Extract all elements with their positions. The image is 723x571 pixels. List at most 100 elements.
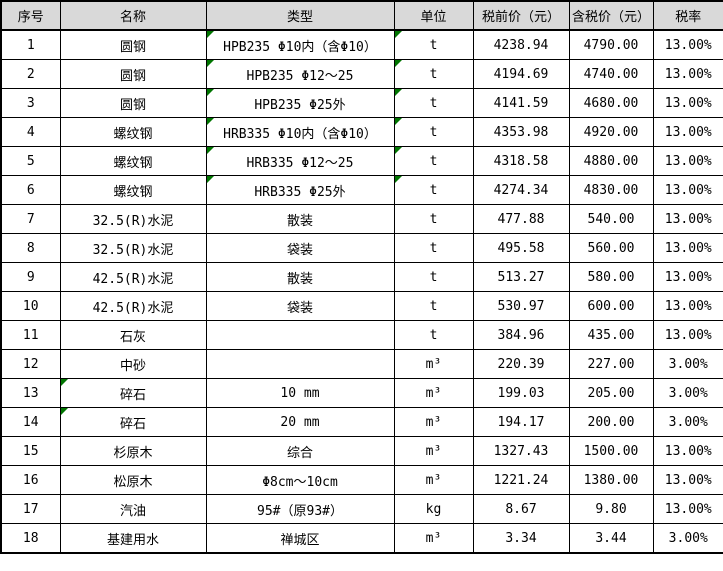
cell-withtax[interactable]: 200.00	[568, 407, 654, 437]
cell-rate[interactable]: 13.00%	[652, 465, 723, 495]
cell-withtax[interactable]: 540.00	[568, 204, 654, 234]
cell-withtax[interactable]: 580.00	[568, 262, 654, 292]
cell-name[interactable]: 螺纹钢	[59, 117, 207, 147]
cell-type[interactable]	[205, 349, 395, 379]
cell-unit[interactable]: t	[393, 204, 474, 234]
cell-pretax[interactable]: 8.67	[472, 494, 570, 524]
cell-unit[interactable]: t	[393, 233, 474, 263]
column-header-withtax[interactable]: 含税价（元）	[568, 0, 654, 31]
cell-no[interactable]: 3	[0, 88, 61, 118]
cell-no[interactable]: 8	[0, 233, 61, 263]
cell-no[interactable]: 16	[0, 465, 61, 495]
cell-unit[interactable]: t	[393, 262, 474, 292]
cell-name[interactable]: 42.5(R)水泥	[59, 262, 207, 292]
cell-rate[interactable]: 13.00%	[652, 291, 723, 321]
cell-pretax[interactable]: 384.96	[472, 320, 570, 350]
cell-pretax[interactable]: 4353.98	[472, 117, 570, 147]
cell-no[interactable]: 9	[0, 262, 61, 292]
cell-unit[interactable]: t	[393, 175, 474, 205]
cell-type[interactable]: HPB235 Φ10内（含Φ10）	[205, 29, 395, 60]
cell-type[interactable]: Φ8cm～10cm	[205, 465, 395, 495]
cell-rate[interactable]: 3.00%	[652, 378, 723, 408]
cell-pretax[interactable]: 199.03	[472, 378, 570, 408]
cell-withtax[interactable]: 4830.00	[568, 175, 654, 205]
column-header-unit[interactable]: 单位	[393, 0, 474, 31]
cell-rate[interactable]: 13.00%	[652, 59, 723, 89]
cell-rate[interactable]: 13.00%	[652, 146, 723, 176]
cell-rate[interactable]: 13.00%	[652, 204, 723, 234]
cell-rate[interactable]: 13.00%	[652, 175, 723, 205]
cell-rate[interactable]: 3.00%	[652, 407, 723, 437]
cell-rate[interactable]: 13.00%	[652, 88, 723, 118]
cell-no[interactable]: 14	[0, 407, 61, 437]
cell-type[interactable]: HRB335 Φ25外	[205, 175, 395, 205]
cell-withtax[interactable]: 205.00	[568, 378, 654, 408]
column-header-pretax[interactable]: 税前价（元）	[472, 0, 570, 31]
cell-name[interactable]: 汽油	[59, 494, 207, 524]
cell-withtax[interactable]: 1380.00	[568, 465, 654, 495]
cell-withtax[interactable]: 435.00	[568, 320, 654, 350]
cell-type[interactable]: HPB235 Φ25外	[205, 88, 395, 118]
cell-name[interactable]: 圆钢	[59, 29, 207, 60]
cell-name[interactable]: 碎石	[59, 378, 207, 408]
cell-pretax[interactable]: 4274.34	[472, 175, 570, 205]
cell-pretax[interactable]: 1327.43	[472, 436, 570, 466]
cell-withtax[interactable]: 4680.00	[568, 88, 654, 118]
cell-unit[interactable]: m³	[393, 378, 474, 408]
cell-withtax[interactable]: 4740.00	[568, 59, 654, 89]
cell-withtax[interactable]: 227.00	[568, 349, 654, 379]
cell-withtax[interactable]: 3.44	[568, 523, 654, 554]
cell-pretax[interactable]: 495.58	[472, 233, 570, 263]
cell-no[interactable]: 5	[0, 146, 61, 176]
cell-rate[interactable]: 13.00%	[652, 436, 723, 466]
cell-type[interactable]: 20 mm	[205, 407, 395, 437]
cell-pretax[interactable]: 3.34	[472, 523, 570, 554]
cell-type[interactable]: 95#（原93#）	[205, 494, 395, 524]
cell-unit[interactable]: m³	[393, 436, 474, 466]
cell-name[interactable]: 32.5(R)水泥	[59, 233, 207, 263]
cell-no[interactable]: 1	[0, 29, 61, 60]
cell-no[interactable]: 2	[0, 59, 61, 89]
cell-pretax[interactable]: 4318.58	[472, 146, 570, 176]
cell-unit[interactable]: m³	[393, 407, 474, 437]
cell-no[interactable]: 10	[0, 291, 61, 321]
cell-unit[interactable]: t	[393, 59, 474, 89]
cell-withtax[interactable]: 1500.00	[568, 436, 654, 466]
cell-unit[interactable]: t	[393, 291, 474, 321]
cell-unit[interactable]: m³	[393, 349, 474, 379]
cell-withtax[interactable]: 9.80	[568, 494, 654, 524]
cell-withtax[interactable]: 600.00	[568, 291, 654, 321]
cell-type[interactable]: 综合	[205, 436, 395, 466]
cell-withtax[interactable]: 4790.00	[568, 29, 654, 60]
cell-pretax[interactable]: 1221.24	[472, 465, 570, 495]
cell-pretax[interactable]: 4238.94	[472, 29, 570, 60]
column-header-name[interactable]: 名称	[59, 0, 207, 31]
cell-pretax[interactable]: 4194.69	[472, 59, 570, 89]
cell-unit[interactable]: t	[393, 88, 474, 118]
cell-no[interactable]: 7	[0, 204, 61, 234]
cell-pretax[interactable]: 220.39	[472, 349, 570, 379]
cell-type[interactable]: 袋装	[205, 291, 395, 321]
cell-pretax[interactable]: 4141.59	[472, 88, 570, 118]
cell-name[interactable]: 圆钢	[59, 88, 207, 118]
cell-no[interactable]: 17	[0, 494, 61, 524]
cell-name[interactable]: 32.5(R)水泥	[59, 204, 207, 234]
cell-type[interactable]: 10 mm	[205, 378, 395, 408]
cell-type[interactable]: HRB335 Φ12～25	[205, 146, 395, 176]
cell-unit[interactable]: m³	[393, 465, 474, 495]
cell-name[interactable]: 42.5(R)水泥	[59, 291, 207, 321]
cell-unit[interactable]: m³	[393, 523, 474, 554]
cell-withtax[interactable]: 4920.00	[568, 117, 654, 147]
cell-no[interactable]: 15	[0, 436, 61, 466]
cell-no[interactable]: 13	[0, 378, 61, 408]
cell-no[interactable]: 11	[0, 320, 61, 350]
cell-type[interactable]	[205, 320, 395, 350]
cell-unit[interactable]: t	[393, 146, 474, 176]
cell-type[interactable]: HRB335 Φ10内（含Φ10）	[205, 117, 395, 147]
cell-name[interactable]: 螺纹钢	[59, 175, 207, 205]
cell-pretax[interactable]: 194.17	[472, 407, 570, 437]
cell-unit[interactable]: t	[393, 320, 474, 350]
cell-unit[interactable]: t	[393, 117, 474, 147]
cell-name[interactable]: 圆钢	[59, 59, 207, 89]
cell-name[interactable]: 杉原木	[59, 436, 207, 466]
